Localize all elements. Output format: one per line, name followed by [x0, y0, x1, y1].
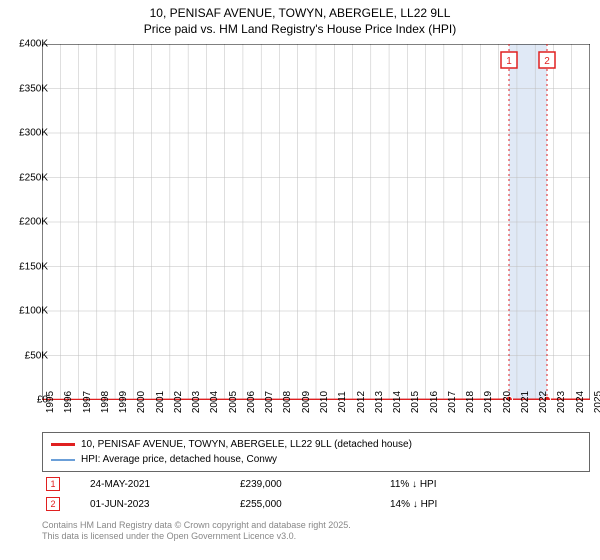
marker-number-box: 1 — [46, 477, 60, 491]
x-tick-label: 2017 — [447, 391, 458, 413]
x-tick-label: 2003 — [191, 391, 202, 413]
x-tick-label: 2016 — [429, 391, 440, 413]
x-tick-label: 2021 — [520, 391, 531, 413]
x-tick-label: 2010 — [319, 391, 330, 413]
x-tick-label: 2025 — [593, 391, 600, 413]
marker-row: 1 24-MAY-2021 £239,000 11% ↓ HPI — [42, 474, 590, 494]
marker-delta: 14% ↓ HPI — [390, 499, 540, 510]
y-tick-label: £300K — [19, 128, 48, 139]
x-tick-label: 2001 — [155, 391, 166, 413]
x-tick-label: 2024 — [575, 391, 586, 413]
x-tick-label: 2000 — [136, 391, 147, 413]
footer: Contains HM Land Registry data © Crown c… — [42, 520, 351, 543]
chart-area: 12 — [42, 44, 590, 400]
marker-row: 2 01-JUN-2023 £255,000 14% ↓ HPI — [42, 494, 590, 514]
marker-table: 1 24-MAY-2021 £239,000 11% ↓ HPI2 01-JUN… — [42, 474, 590, 514]
marker-date: 01-JUN-2023 — [90, 499, 240, 510]
marker-number-box: 2 — [46, 497, 60, 511]
x-tick-label: 2007 — [264, 391, 275, 413]
marker-price: £255,000 — [240, 499, 390, 510]
chart-title: 10, PENISAF AVENUE, TOWYN, ABERGELE, LL2… — [0, 0, 600, 37]
x-tick-label: 2015 — [410, 391, 421, 413]
x-tick-label: 2011 — [337, 391, 348, 413]
legend-swatch — [51, 459, 75, 461]
y-tick-label: £150K — [19, 261, 48, 272]
marker-date: 24-MAY-2021 — [90, 479, 240, 490]
x-tick-label: 2020 — [502, 391, 513, 413]
x-tick-label: 1996 — [63, 391, 74, 413]
x-tick-label: 1999 — [118, 391, 129, 413]
x-tick-label: 2008 — [282, 391, 293, 413]
legend: 10, PENISAF AVENUE, TOWYN, ABERGELE, LL2… — [42, 432, 590, 472]
x-tick-label: 2019 — [483, 391, 494, 413]
x-tick-label: 1998 — [100, 391, 111, 413]
marker-price: £239,000 — [240, 479, 390, 490]
x-tick-label: 2012 — [356, 391, 367, 413]
legend-item-hpi: HPI: Average price, detached house, Conw… — [51, 452, 581, 467]
x-tick-label: 2014 — [392, 391, 403, 413]
x-tick-label: 2006 — [246, 391, 257, 413]
marker-delta: 11% ↓ HPI — [390, 479, 540, 490]
legend-swatch — [51, 443, 75, 446]
x-tick-label: 2013 — [374, 391, 385, 413]
svg-text:1: 1 — [506, 56, 512, 67]
legend-label: 10, PENISAF AVENUE, TOWYN, ABERGELE, LL2… — [81, 437, 412, 452]
y-tick-label: £250K — [19, 172, 48, 183]
x-tick-label: 2018 — [465, 391, 476, 413]
x-tick-label: 2002 — [173, 391, 184, 413]
x-tick-label: 2009 — [301, 391, 312, 413]
legend-label: HPI: Average price, detached house, Conw… — [81, 452, 277, 467]
y-tick-label: £100K — [19, 306, 48, 317]
x-tick-label: 1995 — [45, 391, 56, 413]
y-tick-label: £400K — [19, 39, 48, 50]
line-chart: 12 — [42, 44, 590, 400]
x-tick-label: 1997 — [82, 391, 93, 413]
y-tick-label: £50K — [25, 350, 48, 361]
x-tick-label: 2004 — [209, 391, 220, 413]
x-tick-label: 2023 — [556, 391, 567, 413]
y-tick-label: £350K — [19, 83, 48, 94]
svg-text:2: 2 — [544, 56, 550, 67]
x-tick-label: 2022 — [538, 391, 549, 413]
y-tick-label: £200K — [19, 217, 48, 228]
legend-item-property: 10, PENISAF AVENUE, TOWYN, ABERGELE, LL2… — [51, 437, 581, 452]
x-tick-label: 2005 — [228, 391, 239, 413]
